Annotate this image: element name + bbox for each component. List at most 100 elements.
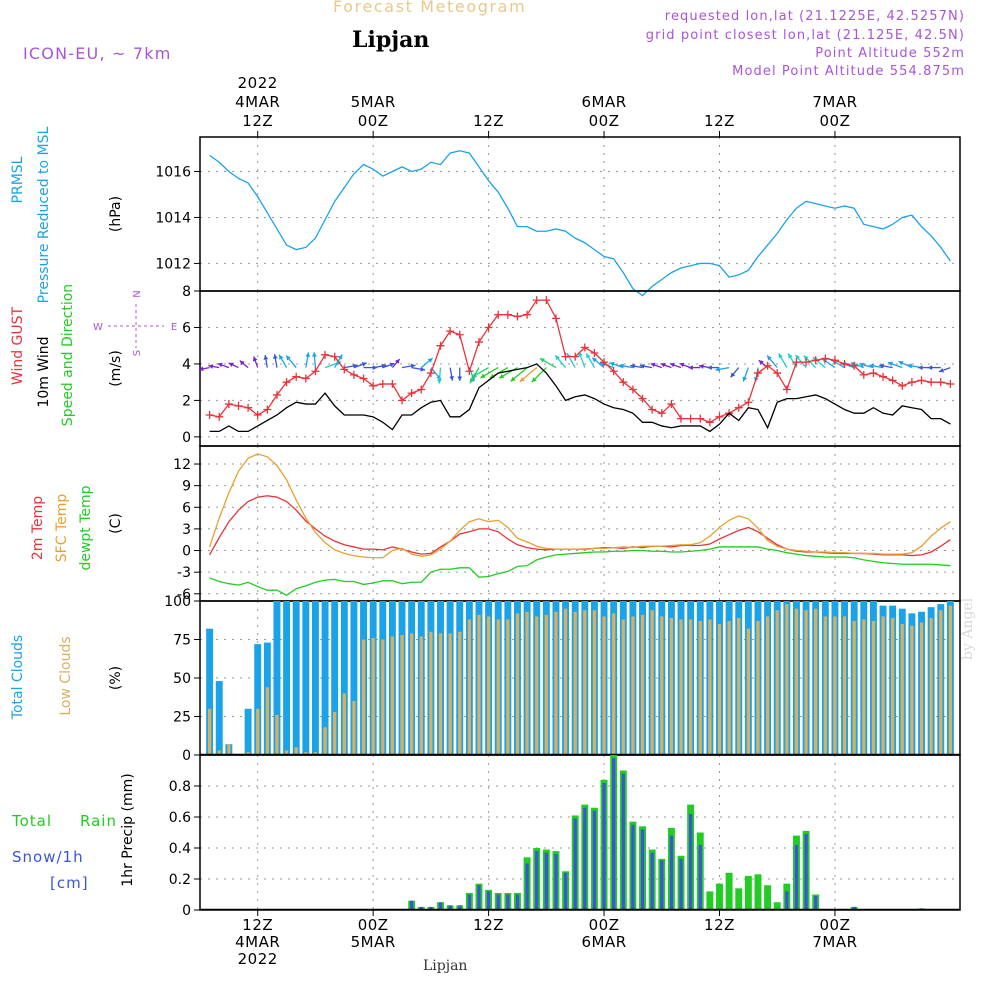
ylabel-temp-2: dewpt Temp bbox=[78, 485, 94, 570]
time-label-bottom: 2022 bbox=[238, 950, 278, 968]
bar-precip-b bbox=[679, 858, 683, 910]
bar-clouds-a bbox=[215, 681, 223, 755]
gust-marker bbox=[378, 380, 387, 388]
compass-south: S bbox=[132, 350, 143, 356]
bar-precip-b bbox=[477, 885, 481, 910]
legend-snow: Snow/1h bbox=[12, 848, 84, 866]
bar-clouds-b bbox=[765, 616, 770, 755]
bar-clouds-b bbox=[679, 619, 683, 755]
wind-arrow-head bbox=[499, 373, 505, 379]
gust-marker bbox=[898, 381, 907, 390]
bar-precip-b bbox=[535, 851, 539, 910]
point-altitude: Point Altitude 552m bbox=[815, 46, 965, 61]
wind-arrow-head bbox=[918, 365, 923, 370]
bar-clouds-b bbox=[842, 616, 847, 755]
time-label-top: 00Z bbox=[589, 112, 620, 130]
wind-arrow-head bbox=[449, 375, 455, 381]
gust-marker bbox=[369, 381, 378, 390]
bar-clouds-b bbox=[256, 708, 260, 755]
gust-marker bbox=[349, 370, 358, 379]
pressure-line bbox=[209, 150, 951, 297]
bar-clouds-b bbox=[506, 619, 510, 755]
bar-clouds-b bbox=[217, 750, 221, 755]
bar-clouds-a bbox=[292, 601, 300, 755]
wind-arrow bbox=[273, 354, 278, 368]
bar-clouds-b bbox=[458, 631, 462, 755]
gust-marker bbox=[503, 310, 512, 319]
bar-precip-b bbox=[448, 905, 452, 910]
wind-arrow bbox=[566, 352, 576, 368]
wind-arrow bbox=[382, 362, 395, 369]
ylabel-wind-2: Speed and Direction bbox=[60, 284, 76, 426]
gust-marker bbox=[705, 418, 714, 427]
wind-arrow bbox=[669, 362, 682, 369]
bar-clouds-b bbox=[438, 633, 443, 755]
series-line-2m-temp bbox=[209, 495, 951, 557]
bar-clouds-b bbox=[698, 621, 702, 755]
ylabel-pressure-0: PRMSL bbox=[10, 156, 26, 203]
bar-clouds-b bbox=[554, 611, 558, 755]
gust-marker bbox=[619, 378, 628, 387]
wind-arrow-head bbox=[471, 372, 477, 378]
gust-marker bbox=[821, 354, 830, 363]
series-line-wind-gust bbox=[209, 299, 951, 424]
bar-clouds-a bbox=[283, 601, 291, 755]
bar-clouds-b bbox=[814, 608, 818, 755]
unit-label: (%) bbox=[108, 666, 124, 690]
wind-arrow bbox=[688, 365, 701, 370]
bar-clouds-b bbox=[669, 617, 674, 755]
gust-marker bbox=[253, 411, 262, 419]
ylabel-temp-0: 2m Temp bbox=[30, 496, 46, 560]
wind-arrow-head bbox=[715, 366, 721, 372]
bar-precip-b bbox=[669, 835, 674, 910]
bar-clouds-b bbox=[304, 751, 308, 755]
time-label-top: 6MAR bbox=[581, 93, 626, 111]
wind-arrow-head bbox=[457, 376, 463, 381]
bar-precip-b bbox=[573, 818, 577, 910]
wind-arrow bbox=[715, 366, 730, 372]
gust-marker bbox=[407, 389, 416, 398]
gust-marker bbox=[667, 400, 676, 409]
y-tick-label: 0 bbox=[182, 748, 191, 764]
wind-arrow-head bbox=[555, 355, 560, 361]
bar-clouds-b bbox=[284, 750, 289, 755]
time-label-bottom: 4MAR bbox=[235, 933, 280, 951]
wind-arrow-head bbox=[730, 372, 736, 378]
bar-precip-b bbox=[563, 872, 568, 910]
wind-arrow bbox=[391, 358, 401, 369]
bar-clouds-b bbox=[265, 687, 269, 755]
gust-marker bbox=[455, 330, 464, 339]
bar-clouds-b bbox=[929, 617, 933, 755]
wind-arrow-head bbox=[879, 363, 885, 369]
wind-arrow-head bbox=[742, 376, 748, 382]
wind-arrow-head bbox=[239, 360, 245, 366]
y-tick-label: -6 bbox=[177, 587, 191, 603]
bar-clouds-b bbox=[342, 693, 346, 755]
y-tick-label: 0.6 bbox=[169, 810, 191, 826]
wind-arrow bbox=[578, 351, 586, 368]
bar-clouds-b bbox=[727, 621, 731, 755]
bar-clouds-b bbox=[535, 616, 539, 755]
wind-arrow-head bbox=[437, 378, 442, 384]
y-tick-label: 0 bbox=[182, 903, 191, 919]
wind-arrow bbox=[938, 366, 951, 373]
bar-clouds-b bbox=[775, 610, 779, 755]
wind-arrow bbox=[730, 367, 740, 378]
bar-precip-b bbox=[506, 894, 510, 910]
wind-arrow-head bbox=[469, 378, 475, 384]
bar-clouds-a bbox=[254, 644, 262, 755]
bar-precip-b bbox=[467, 894, 472, 910]
bar-precip-b bbox=[602, 782, 606, 910]
ylabel-precip: 1hr Precip (mm) bbox=[120, 773, 136, 886]
wind-arrow bbox=[585, 353, 595, 368]
wind-arrow bbox=[609, 361, 624, 369]
bar-precip-b bbox=[698, 844, 702, 910]
gust-marker bbox=[282, 378, 291, 387]
y-tick-label: 100 bbox=[164, 594, 191, 610]
wind-arrow bbox=[927, 365, 941, 370]
unit-label: (hPa) bbox=[108, 196, 124, 232]
y-tick-label: 1016 bbox=[155, 164, 191, 180]
legend-snow-unit: [cm] bbox=[50, 874, 89, 892]
bar-clouds-b bbox=[313, 751, 318, 755]
bar-precip-a bbox=[706, 891, 714, 910]
